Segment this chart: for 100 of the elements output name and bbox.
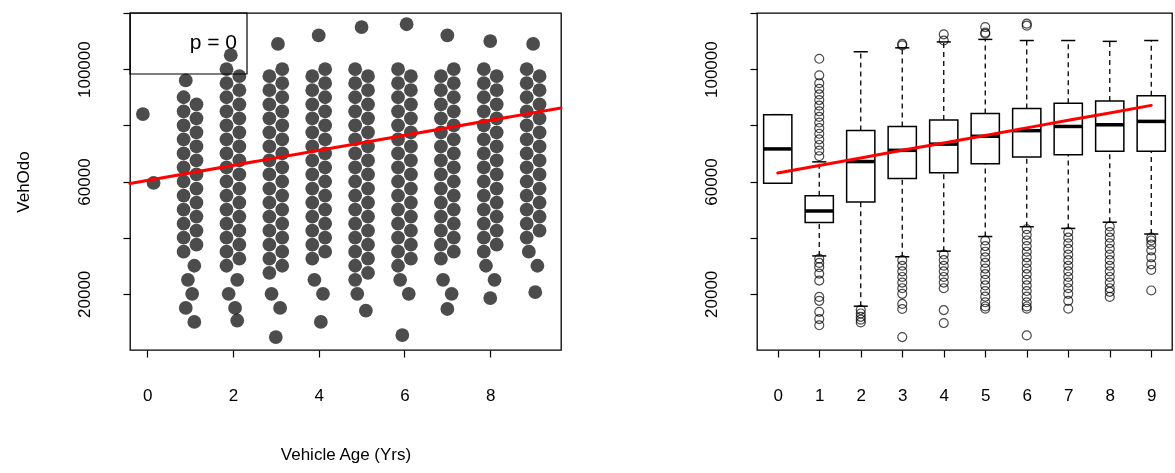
point <box>348 104 363 119</box>
point <box>275 216 290 231</box>
point <box>404 139 418 154</box>
point <box>189 237 204 252</box>
line-series <box>776 103 1153 175</box>
point <box>476 160 491 175</box>
point <box>354 20 369 34</box>
point <box>404 83 418 98</box>
point <box>275 62 290 77</box>
point <box>434 167 448 182</box>
point <box>434 153 448 168</box>
point <box>219 230 234 245</box>
point <box>219 118 234 133</box>
point <box>446 104 461 119</box>
point <box>446 244 461 259</box>
point <box>219 174 234 189</box>
point <box>476 230 491 245</box>
point <box>176 244 191 259</box>
point <box>532 125 547 140</box>
point <box>476 174 491 189</box>
point <box>361 83 375 98</box>
point <box>219 90 234 105</box>
point <box>348 174 363 189</box>
point <box>275 230 290 245</box>
x-tick-label: 6 <box>1022 385 1032 405</box>
point <box>307 272 322 287</box>
point <box>232 167 247 182</box>
point <box>318 160 333 175</box>
point <box>348 216 363 231</box>
x-tick-label: 0 <box>142 385 153 405</box>
point <box>262 181 277 196</box>
point <box>275 244 290 259</box>
point <box>479 258 493 273</box>
point <box>446 90 461 105</box>
x-tick-label: 8 <box>486 385 496 405</box>
point <box>189 125 204 140</box>
point <box>232 97 247 112</box>
point <box>476 202 491 217</box>
point <box>361 181 375 196</box>
point <box>221 286 236 301</box>
point <box>219 244 234 259</box>
x-axis-title: Vehicle Age (Yrs) <box>280 444 412 464</box>
point <box>348 202 363 217</box>
point <box>489 153 504 168</box>
point <box>391 160 405 175</box>
point <box>519 132 534 147</box>
point <box>446 132 461 147</box>
point <box>176 132 191 147</box>
point <box>476 90 491 105</box>
x-tick-label: 9 <box>1147 385 1157 405</box>
point <box>532 83 547 98</box>
point <box>232 195 247 210</box>
point <box>476 244 491 259</box>
x-tick-label: 1 <box>815 385 825 405</box>
point <box>446 76 461 91</box>
point <box>318 216 333 231</box>
point <box>476 216 491 231</box>
x-tick-label: 8 <box>1105 385 1115 405</box>
point <box>189 223 204 238</box>
point <box>178 73 193 88</box>
point <box>348 272 363 287</box>
point <box>361 167 375 182</box>
point <box>305 209 320 224</box>
x-tick-label: 4 <box>939 385 949 405</box>
point <box>318 104 333 119</box>
y-tick-label: 20000 <box>74 270 94 318</box>
point <box>219 202 234 217</box>
point <box>446 216 461 231</box>
point <box>483 291 498 305</box>
point <box>391 244 405 259</box>
point <box>404 181 418 196</box>
point <box>348 76 363 91</box>
point <box>275 258 290 273</box>
point <box>350 286 365 301</box>
point <box>189 209 204 224</box>
point <box>532 97 547 112</box>
point <box>446 146 461 161</box>
point <box>316 286 330 301</box>
point <box>176 118 191 133</box>
point <box>305 125 320 140</box>
point <box>361 223 375 238</box>
point <box>219 216 234 231</box>
point <box>532 153 547 168</box>
point <box>219 132 234 147</box>
point <box>361 195 375 210</box>
point <box>519 174 534 189</box>
point <box>232 111 247 126</box>
point <box>446 62 461 77</box>
point <box>318 202 333 217</box>
point <box>232 139 247 154</box>
point <box>219 188 234 203</box>
point <box>532 209 547 224</box>
point <box>446 160 461 175</box>
point <box>219 76 234 91</box>
point <box>434 195 448 210</box>
y-tick-label: 60000 <box>74 158 94 206</box>
point <box>189 195 204 210</box>
point <box>262 167 277 182</box>
point <box>476 146 491 161</box>
point <box>176 104 191 119</box>
